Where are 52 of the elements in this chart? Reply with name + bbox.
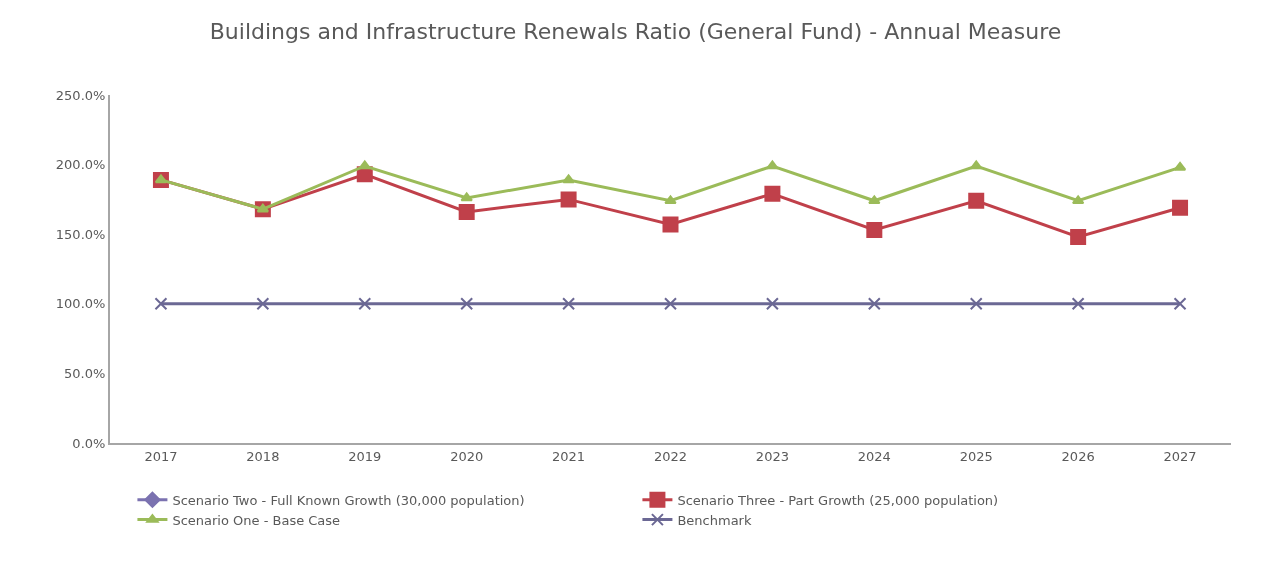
x-tick-label: 2025 (959, 448, 993, 464)
point (458, 203, 475, 220)
x-tick-label: 2020 (450, 448, 484, 464)
point (1071, 195, 1085, 205)
x-tick-label: 2026 (1061, 448, 1095, 464)
point (562, 297, 576, 311)
point (1172, 199, 1189, 216)
point (560, 191, 577, 208)
y-tick-label: 0.0% (72, 435, 106, 451)
point (358, 297, 372, 311)
x-tick-label: 2021 (552, 448, 586, 464)
x-tick-label: 2023 (755, 448, 789, 464)
point (1173, 161, 1187, 171)
legend-label: Scenario Three - Part Growth (25,000 population) (677, 492, 999, 508)
point (664, 297, 677, 311)
legend-label: Scenario One - Base Case (172, 512, 341, 528)
y-tick-label: 250.0% (55, 87, 106, 103)
point (154, 174, 168, 184)
point (460, 297, 474, 311)
point (868, 195, 881, 205)
x-tick-label: 2018 (246, 448, 280, 464)
point (1070, 228, 1087, 245)
point (969, 297, 983, 311)
point (460, 192, 473, 202)
legend-label: Scenario Two - Full Known Growth (30,000 population) (172, 492, 525, 508)
y-tick-label: 100.0% (55, 296, 106, 312)
x-tick-label: 2022 (653, 448, 688, 464)
x-tick-label: 2024 (857, 448, 891, 464)
point (866, 222, 883, 239)
point (256, 203, 270, 213)
x-tick-label: 2019 (348, 448, 382, 464)
point (664, 195, 677, 205)
x-tick-label: 2027 (1163, 448, 1197, 464)
point (154, 297, 168, 311)
point (867, 297, 881, 311)
legend-label: Benchmark (677, 512, 752, 528)
point (765, 297, 779, 311)
point (1071, 297, 1085, 311)
point (358, 160, 371, 170)
point (968, 192, 985, 209)
point (970, 160, 983, 170)
y-tick-label: 150.0% (55, 226, 106, 242)
x-tick-label: 2017 (144, 448, 178, 464)
y-tick-label: 200.0% (55, 157, 106, 173)
y-tick-label: 50.0% (64, 365, 106, 381)
point (764, 185, 781, 202)
point (562, 174, 575, 184)
point (1173, 297, 1187, 311)
point (256, 297, 270, 311)
point (662, 216, 679, 233)
point (766, 160, 779, 170)
chart-title: Buildings and Infrastructure Renewals Ratio (General Fund) - Annual Measure (209, 18, 1062, 44)
